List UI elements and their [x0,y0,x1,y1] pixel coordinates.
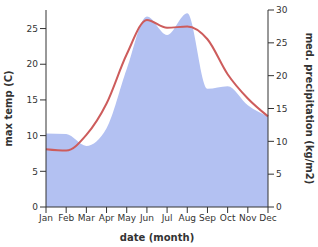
svg-text:max temp (C): max temp (C) [8,70,14,146]
svg-text:Feb: Feb [58,213,74,223]
svg-text:Mar: Mar [78,213,95,223]
svg-text:25: 25 [27,24,38,34]
svg-text:5: 5 [276,169,282,179]
svg-text:0: 0 [276,202,282,212]
svg-text:Dec: Dec [259,213,276,223]
svg-text:5: 5 [32,167,38,177]
svg-text:Jan: Jan [38,213,53,223]
svg-text:Aug: Aug [178,213,196,223]
svg-text:med. precipitation (kg/m2): med. precipitation (kg/m2) [304,33,310,185]
svg-text:0: 0 [32,202,38,212]
svg-text:10: 10 [276,137,288,147]
svg-text:30: 30 [276,5,288,15]
svg-text:25: 25 [276,38,287,48]
svg-text:Sep: Sep [199,213,216,223]
svg-text:Apr: Apr [99,213,115,223]
svg-text:date (month): date (month) [120,232,194,243]
svg-text:15: 15 [276,104,287,114]
svg-text:20: 20 [27,59,39,69]
svg-text:20: 20 [276,71,288,81]
svg-text:10: 10 [27,131,39,141]
svg-text:Jun: Jun [139,213,154,223]
svg-text:May: May [117,213,136,223]
svg-text:Nov: Nov [239,213,257,223]
svg-text:15: 15 [27,95,38,105]
svg-text:Oct: Oct [220,213,236,223]
svg-text:Jul: Jul [161,213,173,223]
